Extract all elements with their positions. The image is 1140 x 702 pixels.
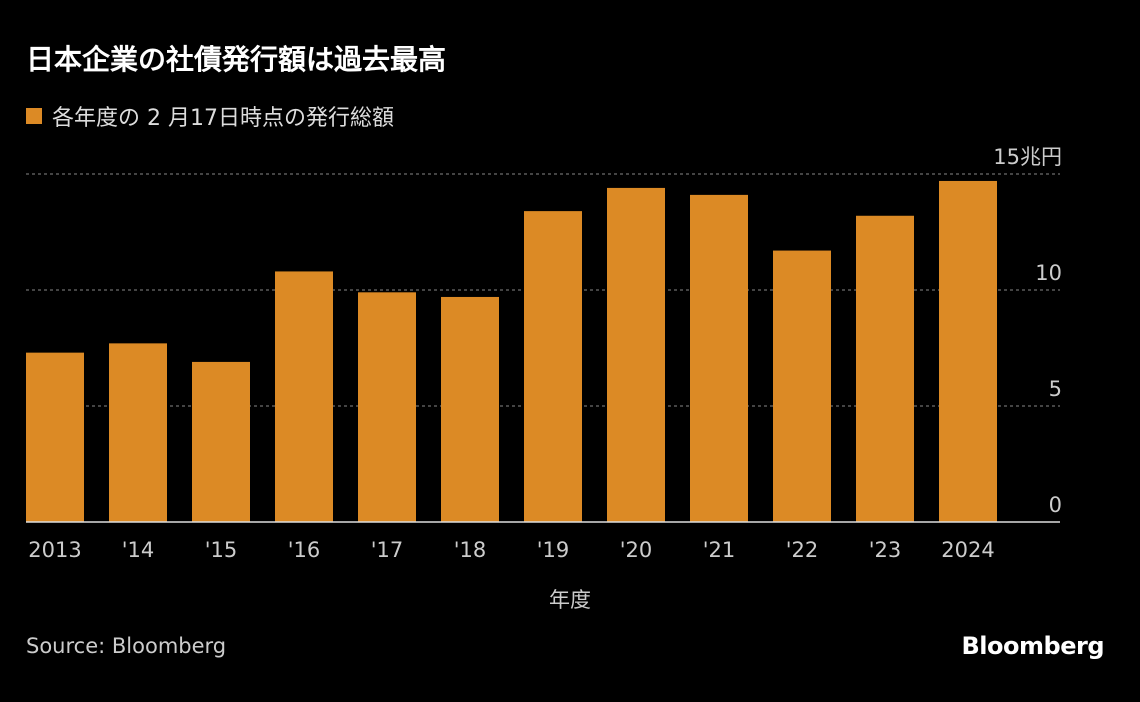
legend-label: 各年度の 2 月17日時点の発行総額	[52, 106, 394, 131]
bar-'18	[441, 296, 499, 522]
x-tick-label: '21	[703, 538, 736, 562]
bar-'20	[607, 187, 665, 523]
x-tick-label: '23	[869, 538, 902, 562]
legend-swatch	[26, 108, 42, 124]
bar-'16	[275, 271, 333, 522]
bar-'19	[524, 211, 582, 522]
x-tick-label: '19	[537, 538, 570, 562]
bar-2024	[939, 180, 997, 522]
bloomberg-logo: Bloomberg	[961, 632, 1105, 660]
bar-'21	[690, 194, 748, 522]
bar-'22	[773, 250, 831, 522]
legend: 各年度の 2 月17日時点の発行総額	[26, 100, 394, 132]
y-tick-label: 10	[1035, 261, 1062, 285]
bar-2013	[26, 352, 84, 522]
x-tick-label: '17	[371, 538, 404, 562]
bar-'15	[192, 361, 250, 522]
x-tick-label: '20	[620, 538, 653, 562]
x-tick-label: '22	[786, 538, 819, 562]
bar-'23	[856, 215, 914, 522]
x-tick-label: '14	[122, 538, 155, 562]
source-note: Source: Bloomberg	[26, 634, 227, 658]
chart-title: 日本企業の社債発行額は過去最高	[26, 43, 447, 76]
x-tick-label: '18	[454, 538, 487, 562]
y-tick-label: 5	[1049, 377, 1062, 401]
x-axis-label: 年度	[549, 588, 591, 612]
bar-'14	[109, 343, 167, 522]
x-tick-label: '15	[205, 538, 238, 562]
x-tick-label: 2013	[28, 538, 81, 562]
x-tick-label: 2024	[941, 538, 994, 562]
bar-'17	[358, 292, 416, 522]
x-tick-label: '16	[288, 538, 321, 562]
y-tick-label: 15兆円	[993, 145, 1062, 169]
y-tick-label: 0	[1049, 493, 1062, 517]
